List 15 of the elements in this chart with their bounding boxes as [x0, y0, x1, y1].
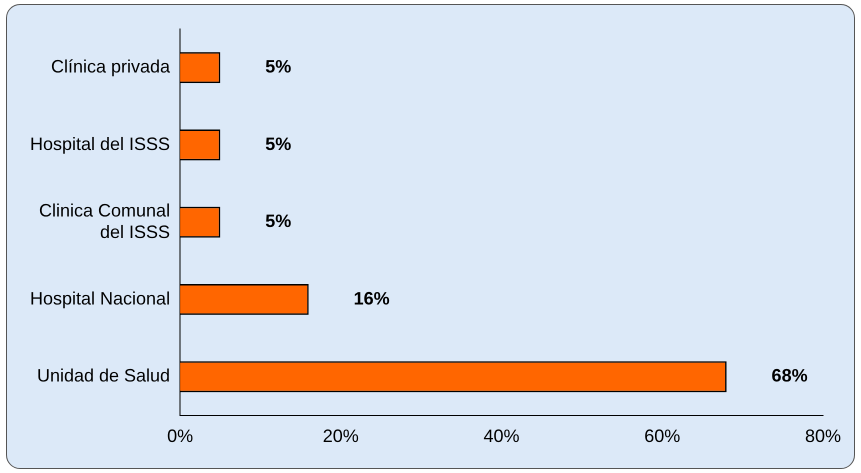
x-tick-label: 60% — [644, 426, 680, 446]
y-tick-label: Clinica Comunal del ISSS — [39, 200, 170, 242]
x-tick-label: 80% — [804, 426, 842, 446]
data-label: 68% — [772, 366, 808, 386]
y-tick-label: Clínica privada — [51, 56, 172, 77]
y-tick-label: Hospital del ISSS — [30, 134, 170, 154]
x-tick-label: 20% — [322, 426, 359, 446]
data-label: 16% — [354, 288, 390, 308]
x-tick-label: 40% — [484, 426, 520, 446]
y-tick-label: Hospital Nacional — [30, 288, 170, 308]
data-label: 5% — [265, 134, 292, 154]
x-tick-label: 0% — [167, 426, 194, 446]
data-label: 5% — [265, 56, 292, 77]
data-label: 5% — [265, 211, 292, 232]
y-tick-label: Unidad de Salud — [36, 366, 170, 386]
